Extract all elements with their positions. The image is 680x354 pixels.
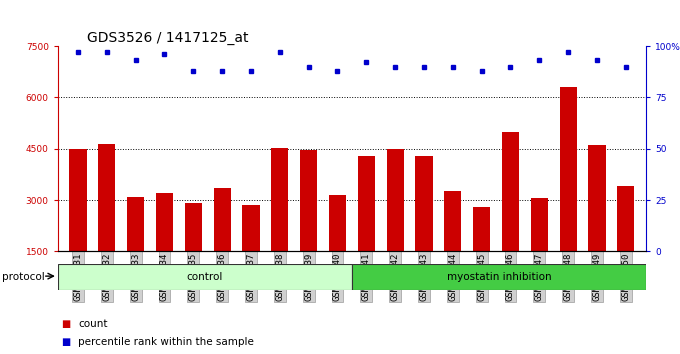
Bar [214,188,231,303]
Bar [98,144,116,303]
Text: control: control [187,272,223,282]
Text: myostatin inhibition: myostatin inhibition [447,272,551,282]
Bar [502,132,519,303]
Bar [352,264,646,290]
Bar [444,192,462,303]
Bar [415,155,432,303]
Text: ■: ■ [61,319,71,329]
Bar [358,155,375,303]
Bar [58,264,352,290]
Bar [588,145,606,303]
Text: percentile rank within the sample: percentile rank within the sample [78,337,254,347]
Bar [473,207,490,303]
Bar [329,195,346,303]
Bar [271,148,288,303]
Bar [386,149,404,303]
Text: count: count [78,319,107,329]
Bar [185,204,202,303]
Bar [560,87,577,303]
Bar [127,196,144,303]
Bar [69,149,86,303]
Text: GDS3526 / 1417125_at: GDS3526 / 1417125_at [87,31,249,45]
Text: protocol: protocol [2,272,45,282]
Bar [530,198,548,303]
Bar [242,205,260,303]
Bar [300,150,318,303]
Bar [617,186,634,303]
Text: ■: ■ [61,337,71,347]
Bar [156,193,173,303]
